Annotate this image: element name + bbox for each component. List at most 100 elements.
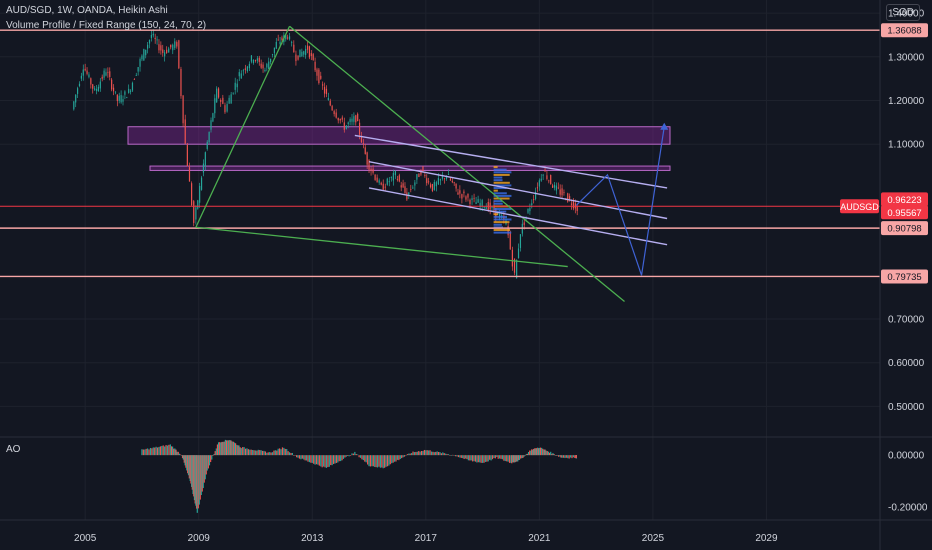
ao-bar (300, 455, 302, 460)
ao-bar (276, 450, 278, 456)
price-candle (84, 68, 86, 71)
price-candle (402, 183, 404, 188)
volume-profile-bar (493, 184, 512, 187)
ao-bar (497, 455, 499, 459)
price-candle (534, 191, 537, 200)
price-candle (536, 187, 539, 189)
ao-bar (503, 455, 505, 461)
ao-bar (543, 449, 545, 456)
volume-profile-bar (493, 210, 507, 213)
ao-bar (535, 448, 537, 456)
price-candle (550, 175, 552, 184)
supply-zone[interactable] (127, 126, 671, 145)
ao-bar (474, 455, 477, 462)
price-candle (404, 186, 406, 193)
price-candle (109, 71, 111, 77)
ao-bar (486, 455, 488, 462)
ao-bar (236, 444, 238, 456)
price-candle (364, 147, 366, 155)
price-candle (542, 174, 544, 176)
price-candle (305, 48, 307, 56)
ao-bar (192, 455, 194, 495)
channel-line[interactable] (368, 187, 668, 246)
ao-bar (233, 442, 236, 456)
projection-path[interactable] (575, 126, 665, 276)
volume-profile-bar (493, 173, 510, 176)
price-candle (226, 104, 228, 112)
price-candle (277, 39, 279, 41)
ao-bar (210, 455, 212, 463)
price-candle (232, 92, 234, 94)
price-candle (103, 70, 105, 78)
ao-bar (334, 455, 336, 464)
ao-bar (558, 455, 560, 457)
price-candle (139, 59, 141, 67)
ao-bar (293, 455, 295, 456)
price-candle (310, 53, 312, 57)
price-candle (491, 206, 493, 208)
price-candle (357, 113, 359, 122)
price-candle (76, 88, 79, 94)
y-tick-label: 0.50000 (888, 402, 925, 413)
price-candle (281, 37, 283, 41)
ao-bar (197, 455, 199, 509)
indicator-legend[interactable]: Volume Profile / Fixed Range (150, 24, 7… (6, 20, 207, 31)
ao-bar (290, 452, 292, 456)
ao-bar (368, 455, 370, 467)
ao-bar (420, 450, 423, 456)
channel-line[interactable] (368, 161, 668, 220)
ao-bar (335, 455, 337, 463)
ao-bar (345, 455, 347, 457)
price-candle (135, 74, 137, 76)
price-candle (325, 88, 328, 94)
ao-bar (156, 447, 159, 456)
price-candle (529, 208, 531, 212)
trend-line[interactable] (195, 226, 568, 268)
price-candle (303, 51, 305, 55)
currency-badge[interactable]: SGD (886, 4, 920, 21)
price-tag-label: 0.90798 (887, 224, 921, 235)
ao-bar (466, 455, 468, 460)
ao-bar (270, 452, 272, 456)
price-tag-label: 0.79735 (887, 272, 921, 283)
ao-bar (304, 455, 306, 461)
volume-profile-bar (493, 200, 503, 203)
ao-bar (501, 455, 504, 460)
ao-bar (399, 455, 401, 460)
trend-line[interactable] (289, 25, 625, 303)
ao-bar (348, 455, 350, 457)
ao-bar (567, 455, 569, 459)
ao-bar (429, 450, 431, 456)
ao-bar (303, 455, 305, 460)
trend-line[interactable] (195, 25, 291, 228)
price-candle (546, 175, 548, 180)
price-candle (559, 189, 561, 195)
ao-bar (315, 455, 318, 465)
ao-bar (534, 448, 536, 456)
volume-profile-bar (493, 231, 512, 234)
ao-bar (264, 451, 267, 456)
supply-zone[interactable] (149, 165, 671, 171)
ao-bar (185, 455, 187, 468)
price-candle (412, 187, 414, 189)
ao-bar (198, 455, 200, 505)
price-tag (881, 269, 928, 284)
channel-line[interactable] (354, 134, 668, 189)
ao-bar (152, 447, 154, 456)
volume-profile-bar (493, 187, 507, 190)
ao-panel-label[interactable]: AO (6, 444, 21, 455)
ao-y-tick-label: 0.00000 (888, 451, 925, 462)
price-candle (463, 191, 465, 194)
price-candle (316, 69, 318, 76)
ao-bar (261, 450, 264, 456)
ao-bar (555, 455, 557, 456)
price-candle (533, 199, 535, 200)
price-candle (429, 184, 432, 188)
ao-bar (462, 455, 464, 459)
ao-bar (211, 455, 213, 460)
price-candle (368, 160, 370, 170)
ao-bar (159, 446, 161, 456)
ao-bar (512, 455, 515, 463)
ao-bar (396, 455, 399, 460)
ao-bar (371, 455, 373, 467)
